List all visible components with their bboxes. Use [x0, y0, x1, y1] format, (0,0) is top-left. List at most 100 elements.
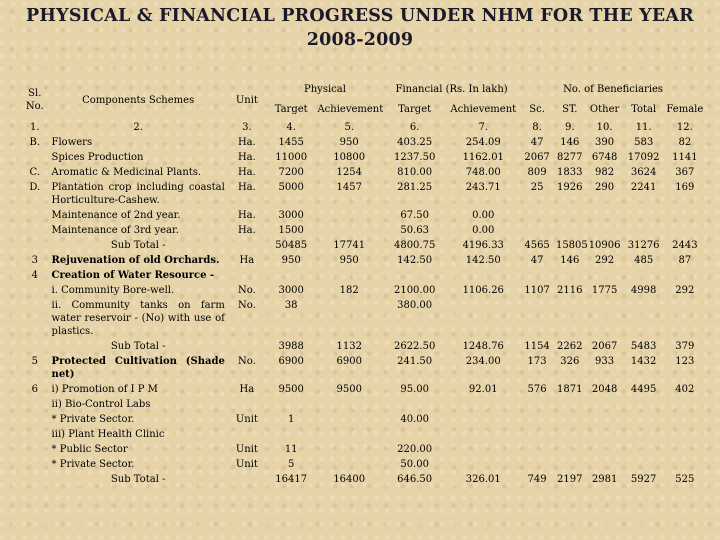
cell-financial-achievement: 243.71 — [465, 182, 501, 193]
cell-st — [554, 298, 586, 339]
cell-component: Spices Production — [51, 152, 144, 163]
cell-sc — [520, 412, 554, 427]
cell-total — [624, 397, 664, 412]
cell-st — [554, 208, 586, 223]
table-row: Maintenance of 3rd year. Ha. 1500 50.63 0.00 — [20, 223, 706, 238]
cell-physical-target: 1455 — [278, 137, 304, 148]
cell-physical-achievement — [315, 412, 383, 427]
cell-total — [624, 208, 664, 223]
cell-unit: Ha. — [237, 210, 256, 221]
header-other: Other — [589, 103, 620, 115]
cell-sc — [520, 223, 554, 238]
cell-financial-achievement: 1248.76 — [462, 341, 504, 352]
cell-sl: 4 — [31, 270, 38, 281]
table-row: 4 Creation of Water Resource - — [20, 268, 706, 283]
cell-other — [586, 427, 624, 442]
cell-total: 3624 — [630, 167, 657, 178]
cell-sl: 3 — [31, 255, 38, 266]
header-st: ST. — [562, 103, 578, 115]
cell-other: 982 — [595, 167, 615, 178]
cell-sl — [20, 397, 50, 412]
cell-female: 123 — [675, 356, 695, 367]
cell-total — [624, 412, 664, 427]
cell-female: 2443 — [672, 240, 698, 251]
cell-financial-target: 403.25 — [397, 137, 433, 148]
cell-financial-target: 4800.75 — [393, 240, 436, 251]
cell-sl — [20, 238, 50, 253]
cell-financial-target: 380.00 — [397, 300, 433, 311]
cell-female: 82 — [678, 137, 692, 148]
cell-female: 1141 — [672, 152, 698, 163]
cell-unit: Ha. — [237, 225, 256, 236]
header-female: Female — [666, 103, 704, 115]
cell-other — [586, 412, 624, 427]
title-line-2: 2008-2009 — [306, 30, 414, 50]
cell-sl — [20, 457, 50, 472]
cell-other — [586, 457, 624, 472]
cell-female: 292 — [675, 285, 695, 296]
cell-sl — [20, 298, 50, 339]
cell-unit: Ha. — [237, 152, 256, 163]
cell-female: 87 — [678, 255, 692, 266]
cell-physical-achievement: 6900 — [336, 356, 362, 367]
cell-physical-target: 9500 — [278, 384, 304, 395]
cell-physical-target: 1 — [288, 414, 295, 425]
cell-other: 10906 — [588, 240, 621, 251]
header-physical-target: Target — [274, 103, 308, 115]
cell-st: 146 — [560, 255, 580, 266]
cell-physical-achievement — [315, 298, 383, 339]
cell-sl: D. — [29, 182, 41, 193]
cell-total: 5927 — [630, 474, 657, 485]
cell-st — [554, 427, 586, 442]
cell-st — [554, 457, 586, 472]
cell-physical-achievement — [315, 223, 383, 238]
header-beneficiaries: No. of Beneficiaries — [563, 83, 664, 95]
cell-sl: B. — [29, 137, 41, 148]
cell-financial-achievement: 254.09 — [465, 137, 501, 148]
table-row: ii. Community tanks on farm water reserv… — [20, 298, 706, 339]
cell-component: Maintenance of 3rd year. — [51, 225, 179, 236]
cell-physical-target — [267, 397, 316, 412]
cell-total — [624, 298, 664, 339]
cell-total — [624, 427, 664, 442]
cell-unit — [227, 268, 267, 283]
cell-sc: 25 — [530, 182, 544, 193]
cell-female — [664, 442, 706, 457]
table-row: Spices Production Ha. 11000 10800 1237.50 116… — [20, 150, 706, 165]
cell-physical-achievement: 5. — [344, 122, 354, 133]
cell-unit: Ha. — [237, 182, 256, 193]
cell-other: 933 — [595, 356, 615, 367]
cell-total: 4495 — [630, 384, 657, 395]
cell-st — [554, 397, 586, 412]
cell-component: Creation of Water Resource - — [51, 270, 215, 281]
cell-sc: 47 — [530, 137, 544, 148]
header-components: Components Schemes — [82, 94, 195, 106]
cell-physical-target: 7200 — [278, 167, 304, 178]
cell-total — [624, 268, 664, 283]
header-sl-no: Sl. No. — [25, 88, 44, 112]
cell-st — [554, 412, 586, 427]
cell-component: Rejuvenation of old Orchards. — [51, 255, 220, 266]
cell-unit: Unit — [235, 414, 258, 425]
cell-physical-target: 50485 — [275, 240, 308, 251]
table-row: 5 Protected Cultivation (Shade net) No. 690… — [20, 354, 706, 382]
cell-component: Plantation crop including coastal Hortic… — [51, 182, 225, 206]
cell-unit — [227, 472, 267, 487]
cell-sc: 173 — [527, 356, 547, 367]
cell-financial-achievement: 1106.26 — [462, 285, 504, 296]
cell-unit — [227, 339, 267, 354]
cell-sl — [20, 427, 50, 442]
cell-physical-achievement — [315, 442, 383, 457]
cell-physical-achievement: 1254 — [336, 167, 362, 178]
cell-st: 1871 — [557, 384, 583, 395]
cell-st: 1833 — [557, 167, 583, 178]
cell-st: 1926 — [557, 182, 583, 193]
cell-physical-target: 3988 — [278, 341, 304, 352]
cell-financial-achievement — [446, 427, 520, 442]
table-row: D. Plantation crop including coastal Hort… — [20, 180, 706, 208]
cell-component: iii) Plant Health Clinic — [51, 429, 165, 440]
cell-unit: Unit — [235, 444, 258, 455]
cell-sc: 1154 — [524, 341, 550, 352]
cell-female: 402 — [675, 384, 695, 395]
cell-total — [624, 223, 664, 238]
